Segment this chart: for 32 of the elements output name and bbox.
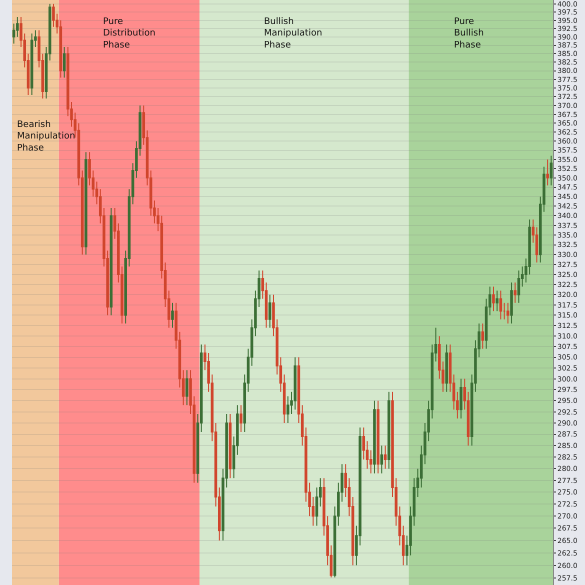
candlestick <box>186 370 188 406</box>
candlestick <box>499 290 502 320</box>
candlestick <box>496 290 498 312</box>
candlestick <box>510 282 513 324</box>
candlestick <box>445 344 448 392</box>
candlestick <box>286 396 290 424</box>
candlestick <box>240 404 242 433</box>
candlestick <box>460 378 462 420</box>
candlestick <box>550 155 553 186</box>
candlestick <box>514 282 517 304</box>
candlestick <box>517 270 520 304</box>
candlestick <box>506 302 510 324</box>
candlestick <box>380 445 384 474</box>
annotation: Bullish Manipulation Phase <box>264 17 322 50</box>
candlestick <box>492 286 495 312</box>
candlestick <box>376 400 380 474</box>
candlestick <box>546 158 549 186</box>
candlestick <box>294 356 297 410</box>
candlestick <box>388 391 390 470</box>
candlestick <box>110 208 113 316</box>
candlestick <box>228 414 232 479</box>
candlestick <box>171 302 174 328</box>
candlestick <box>30 33 34 96</box>
candlestick <box>373 400 376 474</box>
candlestick <box>62 46 66 78</box>
annotation: Pure Bullish Phase <box>454 17 484 50</box>
candlestick <box>384 445 387 470</box>
annotation: Pure Distribution Phase <box>103 17 156 50</box>
candlestick <box>84 152 88 256</box>
candlestick <box>481 323 484 350</box>
annotation: Bearish Manipulation Phase <box>17 120 76 154</box>
candlestick <box>268 294 272 328</box>
